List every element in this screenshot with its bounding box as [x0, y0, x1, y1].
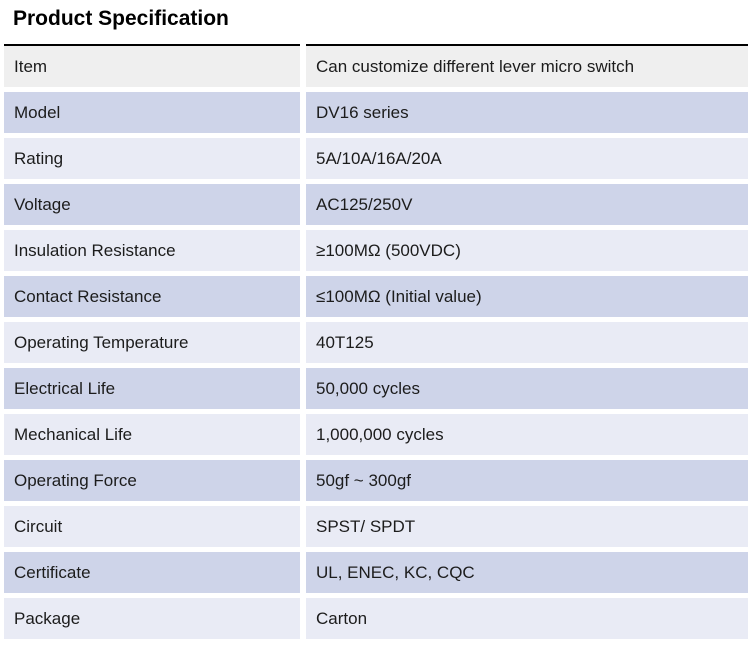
spec-row-electrical-life: Electrical Life 50,000 cycles	[4, 368, 748, 409]
spec-label: Contact Resistance	[4, 276, 300, 317]
spec-value: AC125/250V	[306, 184, 748, 225]
spec-value: SPST/ SPDT	[306, 506, 748, 547]
spec-row-operating-temperature: Operating Temperature 40T125	[4, 322, 748, 363]
product-spec-table: Item Can customize different lever micro…	[4, 44, 748, 639]
spec-row-circuit: Circuit SPST/ SPDT	[4, 506, 748, 547]
spec-value: 50,000 cycles	[306, 368, 748, 409]
spec-value: ≥100MΩ (500VDC)	[306, 230, 748, 271]
spec-value: 5A/10A/16A/20A	[306, 138, 748, 179]
spec-row-mechanical-life: Mechanical Life 1,000,000 cycles	[4, 414, 748, 455]
spec-label: Mechanical Life	[4, 414, 300, 455]
spec-value: 50gf ~ 300gf	[306, 460, 748, 501]
spec-label: Electrical Life	[4, 368, 300, 409]
spec-label: Certificate	[4, 552, 300, 593]
spec-row-voltage: Voltage AC125/250V	[4, 184, 748, 225]
spec-row-item: Item Can customize different lever micro…	[4, 44, 748, 87]
spec-value: DV16 series	[306, 92, 748, 133]
spec-row-model: Model DV16 series	[4, 92, 748, 133]
spec-value: 40T125	[306, 322, 748, 363]
spec-label: Item	[4, 44, 300, 87]
spec-label: Operating Force	[4, 460, 300, 501]
spec-row-certificate: Certificate UL, ENEC, KC, CQC	[4, 552, 748, 593]
spec-value: ≤100MΩ (Initial value)	[306, 276, 748, 317]
page-title: Product Specification	[13, 7, 229, 30]
spec-row-insulation-resistance: Insulation Resistance ≥100MΩ (500VDC)	[4, 230, 748, 271]
spec-row-rating: Rating 5A/10A/16A/20A	[4, 138, 748, 179]
spec-value: UL, ENEC, KC, CQC	[306, 552, 748, 593]
spec-row-operating-force: Operating Force 50gf ~ 300gf	[4, 460, 748, 501]
spec-value: Can customize different lever micro swit…	[306, 44, 748, 87]
spec-value: 1,000,000 cycles	[306, 414, 748, 455]
spec-label: Operating Temperature	[4, 322, 300, 363]
spec-label: Insulation Resistance	[4, 230, 300, 271]
spec-label: Model	[4, 92, 300, 133]
spec-label: Voltage	[4, 184, 300, 225]
spec-label: Circuit	[4, 506, 300, 547]
spec-value: Carton	[306, 598, 748, 639]
spec-row-package: Package Carton	[4, 598, 748, 639]
spec-label: Package	[4, 598, 300, 639]
spec-label: Rating	[4, 138, 300, 179]
spec-row-contact-resistance: Contact Resistance ≤100MΩ (Initial value…	[4, 276, 748, 317]
